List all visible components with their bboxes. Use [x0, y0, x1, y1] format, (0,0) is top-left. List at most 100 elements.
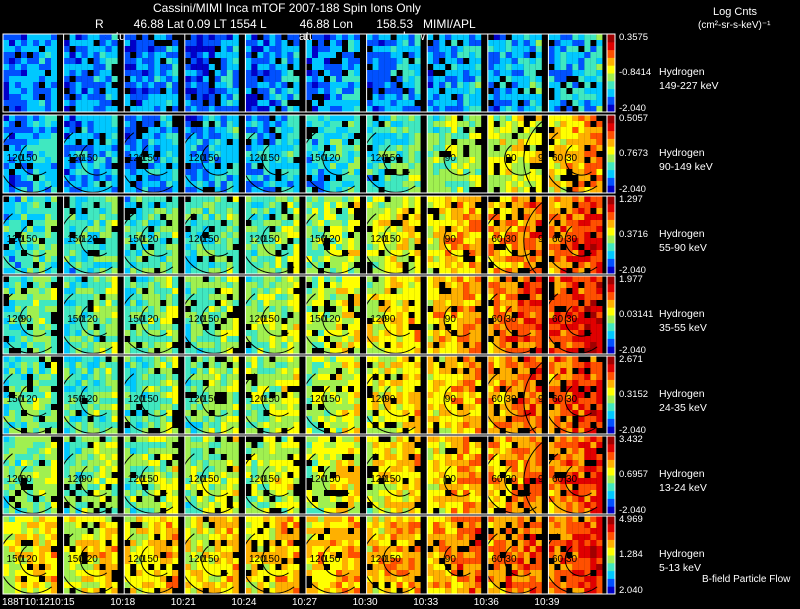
- heatmap-cell: [33, 169, 39, 175]
- heatmap-cell: [566, 312, 573, 318]
- heatmap-cell: [251, 392, 258, 398]
- heatmap-cell: [257, 220, 264, 226]
- heatmap-cell: [275, 52, 282, 58]
- heatmap-cell: [596, 40, 603, 46]
- heatmap-cell: [554, 300, 561, 306]
- heatmap-cell: [596, 58, 603, 64]
- heatmap-cell: [148, 306, 155, 312]
- heatmap-cell: [457, 145, 464, 151]
- heatmap-cell: [414, 232, 421, 238]
- heatmap-cell: [220, 115, 227, 121]
- heatmap-cell: [469, 250, 476, 256]
- heatmap-cell: [560, 58, 567, 64]
- heatmap-cell: [445, 300, 452, 306]
- heatmap-cell: [414, 306, 421, 312]
- contour-label: 60: [552, 153, 564, 164]
- heatmap-cell: [493, 282, 500, 288]
- heatmap-cell: [99, 282, 106, 288]
- heatmap-cell: [324, 232, 330, 238]
- heatmap-cell: [21, 64, 27, 70]
- heatmap-cell: [184, 52, 191, 58]
- heatmap-cell: [517, 76, 524, 82]
- heatmap-cell: [15, 392, 21, 398]
- heatmap-cell: [232, 374, 239, 380]
- heatmap-cell: [136, 428, 143, 434]
- heatmap-cell: [111, 187, 118, 193]
- heatmap-cell: [293, 318, 300, 324]
- heatmap-cell: [275, 342, 282, 348]
- heatmap-cell: [9, 324, 15, 330]
- heatmap-cell: [463, 306, 470, 312]
- heatmap-cell: [21, 238, 27, 244]
- heatmap-cell: [378, 214, 385, 220]
- heatmap-cell: [330, 214, 336, 220]
- heatmap-cell: [475, 262, 482, 268]
- heatmap-cell: [457, 306, 464, 312]
- heatmap-cell: [111, 422, 118, 428]
- heatmap-cell: [33, 202, 39, 208]
- heatmap-cell: [427, 187, 434, 193]
- heatmap-cell: [511, 220, 518, 226]
- heatmap-cell: [427, 336, 434, 342]
- heatmap-cell: [396, 330, 403, 336]
- heatmap-cell: [402, 94, 409, 100]
- heatmap-cell: [451, 244, 458, 250]
- heatmap-cell: [529, 82, 536, 88]
- heatmap-cell: [33, 214, 39, 220]
- heatmap-cell: [124, 238, 131, 244]
- heatmap-cell: [142, 202, 149, 208]
- heatmap-cell: [190, 100, 197, 106]
- heatmap-cell: [535, 64, 542, 70]
- heatmap-cell: [75, 133, 82, 139]
- heatmap-cell: [523, 52, 530, 58]
- heatmap-cell: [312, 300, 318, 306]
- heatmap-cell: [336, 342, 342, 348]
- heatmap-cell: [190, 34, 197, 40]
- heatmap-cell: [566, 196, 573, 202]
- heatmap-cell: [136, 250, 143, 256]
- heatmap-cell: [130, 288, 137, 294]
- heatmap-cell: [584, 288, 591, 294]
- heatmap-cell: [124, 58, 131, 64]
- heatmap-cell: [287, 342, 294, 348]
- heatmap-cell: [208, 362, 215, 368]
- heatmap-cell: [433, 330, 440, 336]
- heatmap-cell: [226, 169, 233, 175]
- heatmap-cell: [21, 262, 27, 268]
- heatmap-cell: [523, 70, 530, 76]
- heatmap-cell: [384, 106, 391, 112]
- heatmap-cell: [69, 151, 76, 157]
- heatmap-cell: [281, 306, 288, 312]
- heatmap-cell: [9, 368, 15, 374]
- heatmap-cell: [293, 342, 300, 348]
- heatmap-cell: [63, 157, 70, 163]
- heatmap-cell: [287, 133, 294, 139]
- heatmap-cell: [584, 100, 591, 106]
- heatmap-cell: [548, 226, 555, 232]
- heatmap-cell: [590, 202, 597, 208]
- heatmap-cell: [93, 276, 100, 282]
- contour-line: [382, 144, 411, 176]
- heatmap-cell: [390, 127, 397, 133]
- heatmap-cell: [154, 181, 161, 187]
- heatmap-cell: [348, 163, 354, 169]
- heatmap-cell: [378, 106, 385, 112]
- heatmap-cell: [51, 196, 57, 202]
- heatmap-cell: [348, 268, 354, 274]
- heatmap-cell: [202, 244, 209, 250]
- heatmap-cell: [232, 416, 239, 422]
- heatmap-cell: [111, 324, 118, 330]
- heatmap-cell: [226, 220, 233, 226]
- heatmap-cell: [245, 312, 252, 318]
- heatmap-cell: [445, 238, 452, 244]
- heatmap-cell: [287, 145, 294, 151]
- heatmap-cell: [27, 151, 33, 157]
- heatmap-cell: [69, 300, 76, 306]
- heatmap-cell: [384, 294, 391, 300]
- heatmap-cell: [390, 70, 397, 76]
- heatmap-cell: [372, 76, 379, 82]
- heatmap-cell: [554, 244, 561, 250]
- heatmap-cell: [348, 342, 354, 348]
- colorbar-segment: [607, 88, 615, 97]
